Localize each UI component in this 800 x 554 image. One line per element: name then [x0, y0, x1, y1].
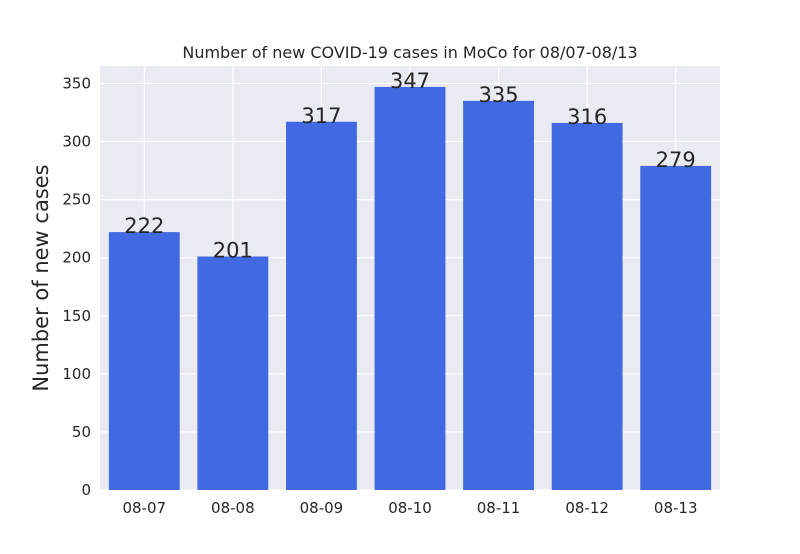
x-tick-label: 08-07 [122, 499, 166, 517]
bars [108, 86, 712, 491]
y-tick-label: 50 [72, 423, 91, 441]
chart-title: Number of new COVID-19 cases in MoCo for… [182, 43, 637, 62]
bar-08-10 [374, 86, 446, 490]
y-tick-label: 150 [62, 307, 91, 325]
data-label-08-09: 317 [301, 104, 341, 128]
data-labels: 222 201 317 347 335 316 279 [124, 69, 696, 263]
y-tick-label: 0 [81, 481, 91, 499]
x-tick-label: 08-08 [211, 499, 255, 517]
bar-08-07 [108, 232, 180, 491]
data-label-08-07: 222 [124, 214, 164, 238]
data-label-08-12: 316 [567, 105, 607, 129]
x-tick-label: 08-10 [388, 499, 432, 517]
y-tick-label: 100 [62, 365, 91, 383]
data-label-08-10: 347 [390, 69, 430, 93]
x-tick-label: 08-13 [654, 499, 698, 517]
y-tick-label: 250 [62, 191, 91, 209]
bar-08-13 [640, 165, 712, 490]
y-axis-ticks: 0 50 100 150 200 250 300 350 [62, 74, 91, 499]
x-tick-label: 08-11 [477, 499, 521, 517]
y-tick-label: 300 [62, 133, 91, 151]
data-label-08-08: 201 [213, 239, 253, 263]
x-tick-label: 08-09 [300, 499, 344, 517]
bar-08-11 [463, 100, 534, 491]
x-tick-label: 08-12 [565, 499, 609, 517]
bar-08-09 [286, 121, 357, 490]
x-axis-ticks: 08-07 08-08 08-09 08-10 08-11 08-12 08-13 [122, 499, 697, 517]
y-tick-label: 200 [62, 249, 91, 267]
data-label-08-11: 335 [479, 83, 519, 107]
bar-08-12 [551, 122, 623, 491]
y-tick-label: 350 [62, 74, 91, 92]
bar-08-08 [197, 256, 269, 490]
y-axis-label: Number of new cases [29, 164, 53, 391]
data-label-08-13: 279 [656, 148, 696, 172]
